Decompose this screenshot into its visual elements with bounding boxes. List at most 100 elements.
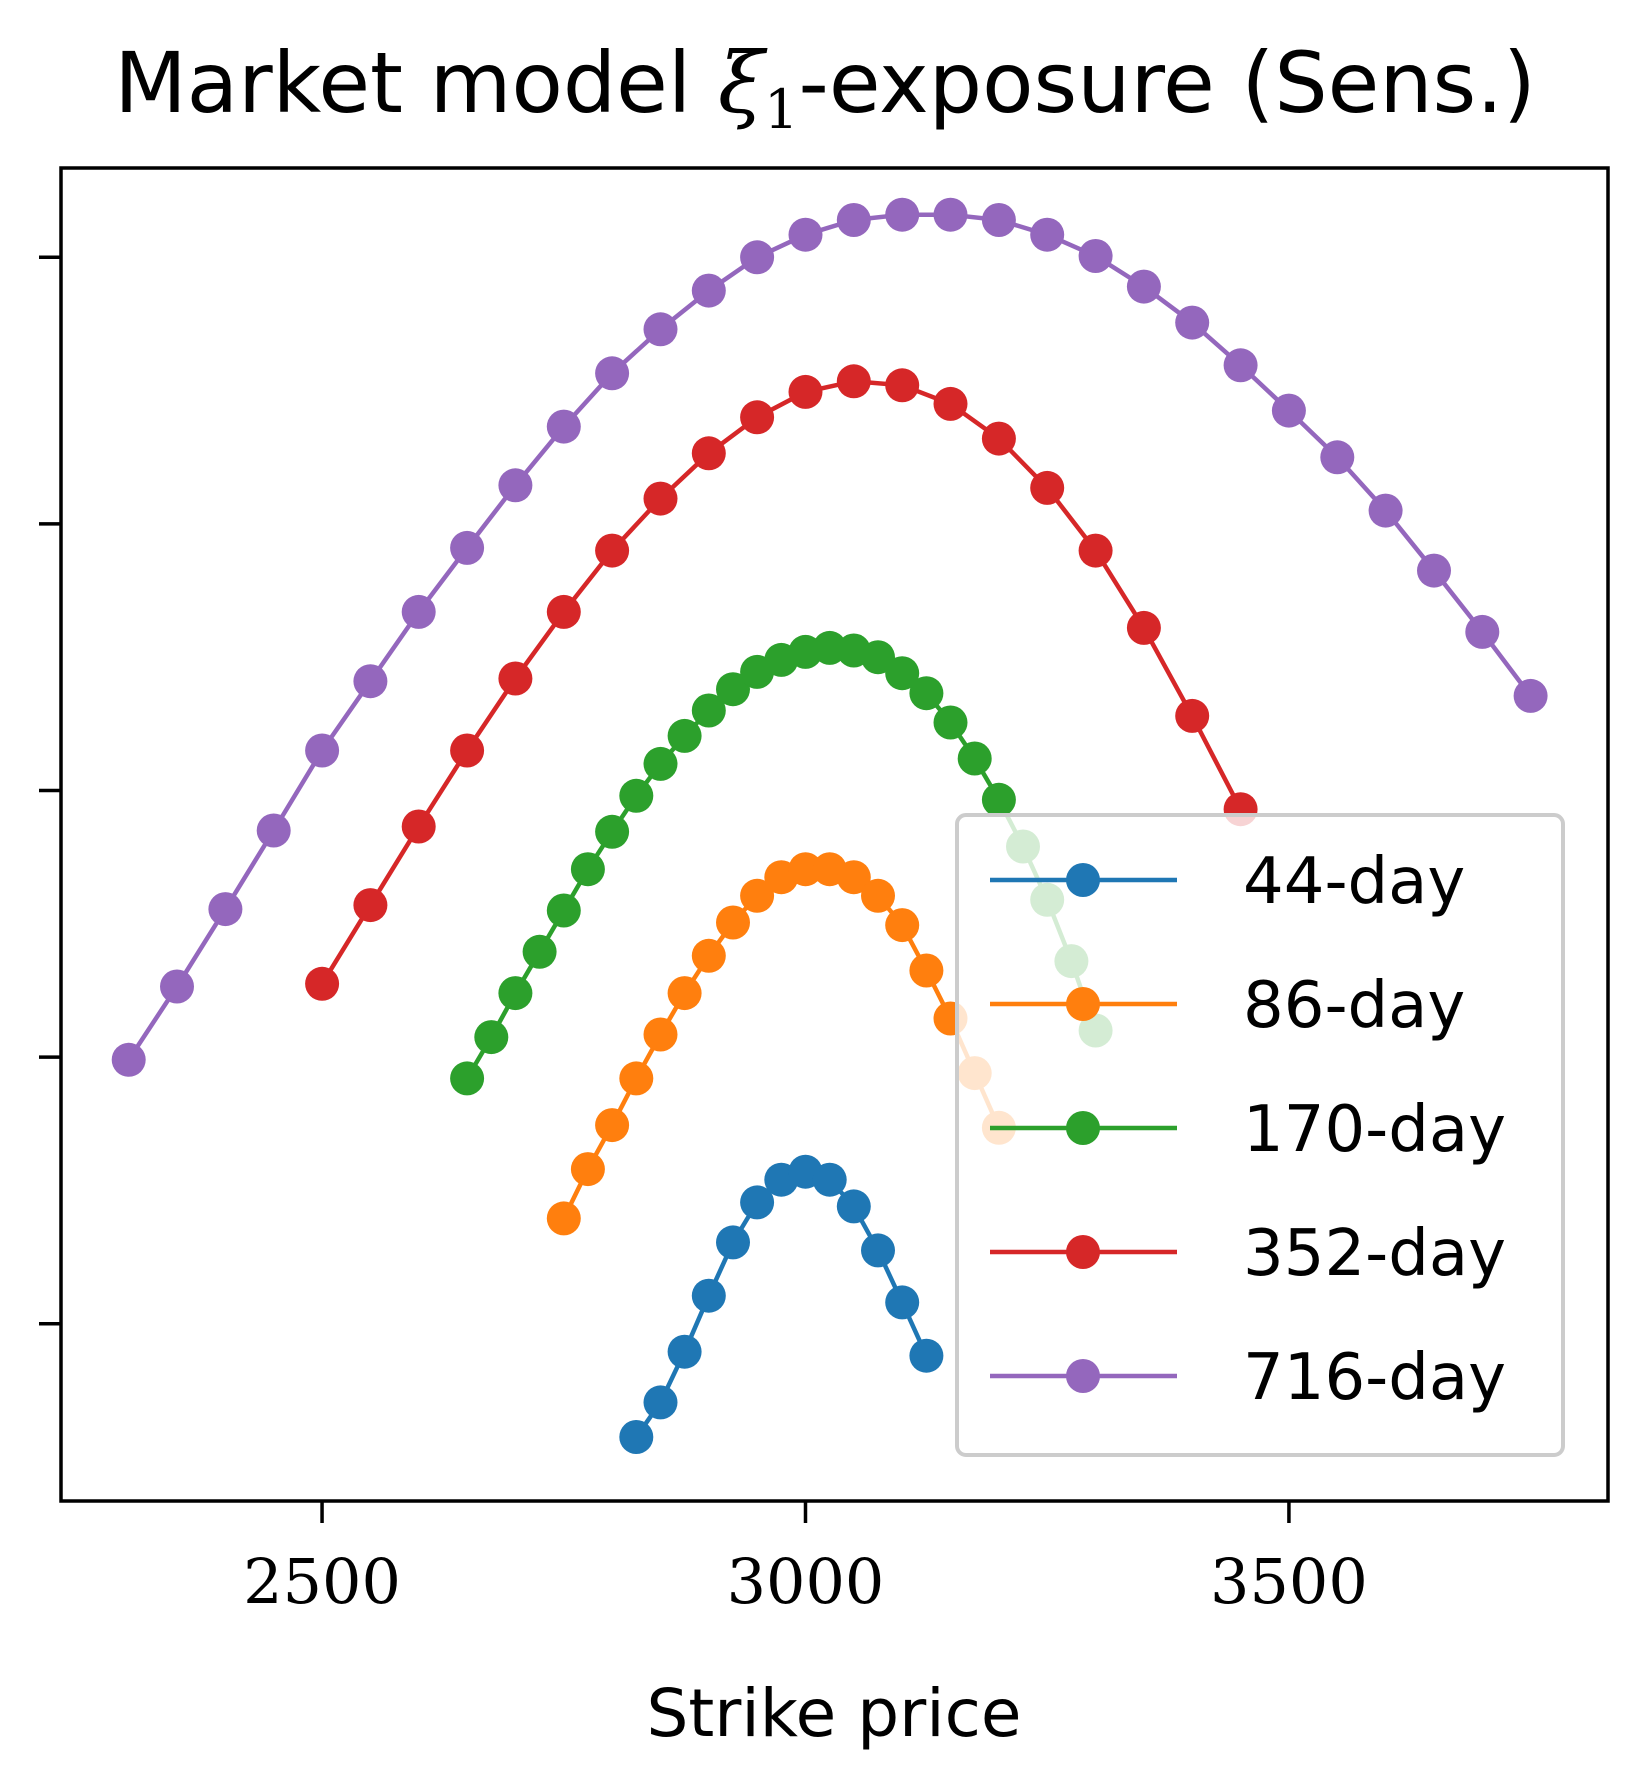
data-point-170-day — [933, 705, 968, 740]
data-point-170-day — [861, 640, 895, 675]
data-point-352-day — [788, 374, 823, 409]
data-point-716-day — [1223, 348, 1258, 383]
data-point-716-day — [353, 664, 388, 699]
data-point-44-day — [836, 1189, 871, 1224]
x-tick-label: 2500 — [243, 1545, 401, 1618]
data-point-44-day — [716, 1225, 750, 1260]
data-point-170-day — [522, 934, 557, 969]
data-point-86-day — [546, 1201, 581, 1236]
data-point-716-day — [401, 594, 436, 629]
data-point-86-day — [570, 1152, 605, 1187]
y-axis — [39, 255, 61, 1326]
data-point-352-day — [498, 661, 533, 696]
data-point-716-day — [1417, 553, 1451, 588]
data-point-716-day — [546, 409, 581, 444]
legend-label: 352-day — [1243, 1217, 1506, 1291]
plot-area — [111, 197, 1548, 1454]
data-point-170-day — [498, 976, 533, 1011]
data-point-44-day — [812, 1162, 847, 1197]
data-point-170-day — [691, 693, 726, 728]
series-44-day — [619, 1154, 944, 1454]
x-axis-label: Strike price — [647, 1675, 1022, 1752]
series-86-day — [546, 852, 1016, 1236]
legend-swatch-marker — [1066, 1359, 1100, 1393]
legend-label: 44-day — [1243, 845, 1465, 919]
legend-swatch-marker — [1066, 987, 1100, 1021]
legend-item-86-day: 86-day — [990, 969, 1465, 1043]
data-point-44-day — [885, 1285, 920, 1320]
data-point-716-day — [1271, 393, 1306, 428]
data-point-352-day — [933, 386, 968, 421]
x-axis: 2500 3000 3500 — [243, 1501, 1368, 1618]
data-point-716-day — [788, 217, 823, 252]
data-point-716-day — [1030, 217, 1065, 252]
data-point-44-day — [643, 1385, 678, 1420]
x-tick-label: 3500 — [1210, 1545, 1368, 1618]
data-point-352-day — [353, 888, 388, 923]
data-point-44-day — [909, 1338, 944, 1373]
data-point-170-day — [981, 782, 1016, 817]
data-point-86-day — [667, 976, 702, 1011]
data-point-716-day — [1126, 269, 1161, 304]
data-point-44-day — [619, 1420, 654, 1454]
legend-item-716-day: 716-day — [990, 1341, 1506, 1415]
data-point-44-day — [861, 1233, 895, 1268]
data-point-352-day — [691, 436, 726, 471]
data-point-170-day — [909, 676, 944, 711]
data-point-352-day — [643, 481, 678, 516]
x-tick-label: 3000 — [727, 1545, 885, 1618]
data-point-170-day — [450, 1061, 485, 1096]
data-point-716-day — [1465, 614, 1500, 649]
data-point-170-day — [643, 746, 678, 781]
data-point-170-day — [957, 741, 992, 776]
legend-item-352-day: 352-day — [990, 1217, 1506, 1291]
legend-item-44-day: 44-day — [990, 845, 1465, 919]
legend-swatch-marker — [1066, 1111, 1100, 1145]
data-point-86-day — [643, 1017, 678, 1052]
legend-label: 716-day — [1243, 1341, 1506, 1415]
data-point-170-day — [595, 814, 630, 849]
data-point-716-day — [933, 197, 968, 232]
data-point-86-day — [716, 905, 750, 940]
data-point-716-day — [498, 468, 533, 503]
data-point-716-day — [160, 969, 194, 1004]
data-point-716-day — [981, 203, 1016, 237]
data-point-86-day — [595, 1108, 630, 1143]
data-point-170-day — [474, 1020, 509, 1055]
data-point-170-day — [667, 718, 702, 753]
data-point-352-day — [1126, 610, 1161, 645]
data-point-352-day — [546, 594, 581, 629]
data-point-352-day — [305, 966, 340, 1001]
data-point-716-day — [740, 240, 775, 275]
data-point-86-day — [909, 953, 944, 988]
data-point-170-day — [885, 656, 920, 691]
data-point-716-day — [305, 733, 340, 768]
data-point-352-day — [885, 368, 920, 403]
data-point-716-day — [1513, 678, 1548, 713]
legend-label: 86-day — [1243, 969, 1465, 1043]
series-716-day — [111, 197, 1548, 1077]
data-point-716-day — [1078, 239, 1113, 273]
legend-swatch-marker — [1066, 1235, 1100, 1269]
data-point-352-day — [1030, 470, 1065, 505]
data-point-44-day — [740, 1185, 775, 1220]
data-point-86-day — [740, 878, 775, 913]
data-point-352-day — [595, 533, 630, 568]
series-352-day — [305, 364, 1258, 1001]
data-point-716-day — [595, 356, 630, 391]
data-point-352-day — [450, 733, 485, 768]
data-point-716-day — [1368, 493, 1403, 528]
chart-title-subscript: 1 — [764, 78, 798, 141]
data-point-86-day — [885, 908, 920, 943]
data-point-170-day — [570, 852, 605, 887]
legend-item-170-day: 170-day — [990, 1093, 1506, 1167]
data-point-716-day — [208, 892, 243, 927]
data-point-44-day — [667, 1334, 702, 1369]
data-point-170-day — [619, 778, 654, 813]
data-point-86-day — [691, 938, 726, 973]
data-point-44-day — [691, 1278, 726, 1313]
data-point-352-day — [1078, 533, 1113, 568]
data-point-716-day — [1175, 305, 1210, 340]
data-point-352-day — [836, 364, 871, 399]
data-point-352-day — [1175, 698, 1210, 733]
